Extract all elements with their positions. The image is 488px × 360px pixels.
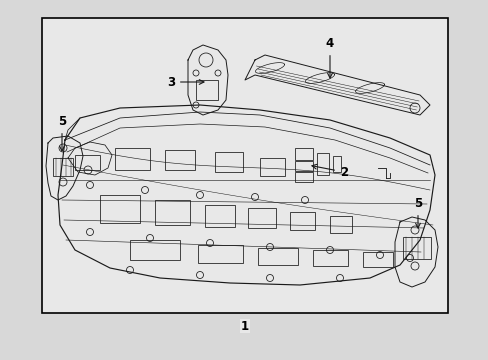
Bar bbox=[100, 195, 140, 223]
Bar bbox=[42, 18, 447, 313]
Bar bbox=[53, 158, 73, 176]
Text: 4: 4 bbox=[325, 37, 333, 78]
Bar bbox=[362, 252, 392, 267]
Bar bbox=[329, 216, 351, 233]
Bar bbox=[316, 153, 328, 175]
Text: 1: 1 bbox=[241, 320, 248, 333]
Bar bbox=[204, 205, 235, 227]
Bar bbox=[196, 80, 218, 100]
Bar bbox=[312, 250, 347, 266]
Text: 5: 5 bbox=[413, 197, 421, 228]
Bar bbox=[247, 208, 275, 228]
Bar bbox=[115, 148, 150, 170]
Bar bbox=[258, 248, 297, 265]
Bar bbox=[75, 155, 100, 170]
Bar bbox=[130, 240, 180, 260]
Bar bbox=[215, 152, 243, 172]
Bar bbox=[294, 161, 312, 171]
Bar bbox=[260, 158, 285, 176]
Bar bbox=[332, 156, 340, 172]
Bar bbox=[294, 148, 312, 160]
Bar bbox=[289, 212, 314, 230]
Bar bbox=[294, 172, 312, 182]
Bar bbox=[402, 237, 430, 259]
Text: 2: 2 bbox=[311, 165, 347, 179]
Bar bbox=[164, 150, 195, 170]
Bar bbox=[155, 200, 190, 225]
Text: 3: 3 bbox=[166, 76, 203, 89]
Text: 5: 5 bbox=[58, 115, 66, 151]
Bar bbox=[198, 245, 243, 263]
